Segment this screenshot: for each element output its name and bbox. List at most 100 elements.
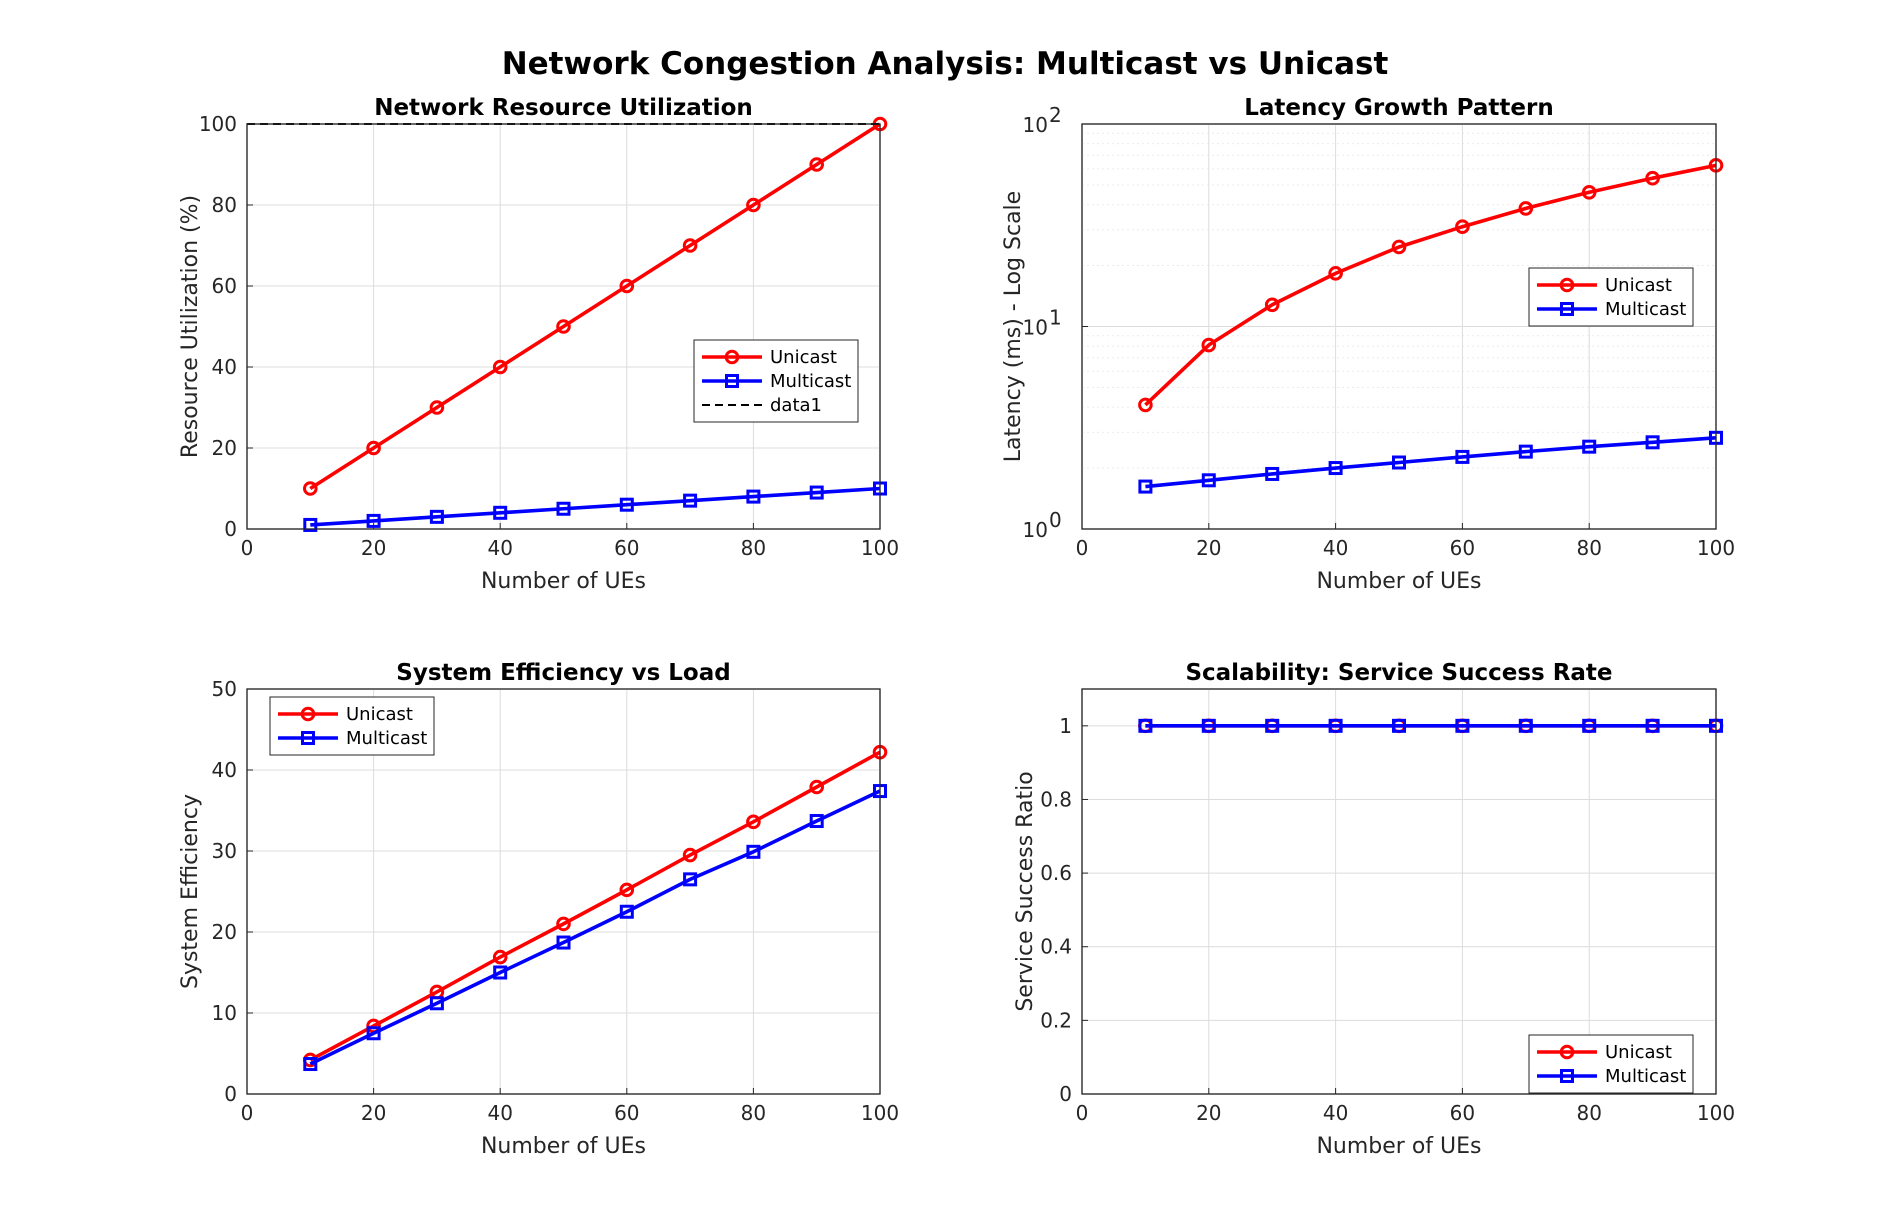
data-point-unicast — [1645, 170, 1660, 186]
y-tick-label: 0 — [224, 1082, 237, 1106]
x-tick-label: 40 — [487, 536, 512, 560]
data-point-multicast — [1392, 455, 1406, 470]
data-point-unicast — [682, 238, 698, 253]
legend-label-multicast: Multicast — [1605, 1066, 1686, 1087]
data-point-unicast — [492, 359, 508, 375]
x-tick-label: 20 — [1196, 1101, 1221, 1125]
data-point-multicast — [1518, 718, 1533, 733]
data-point-multicast — [746, 489, 761, 504]
legend-marker-multicast — [1560, 1069, 1574, 1083]
data-point-multicast — [1265, 466, 1280, 481]
data-point-multicast — [1138, 718, 1153, 733]
plot-area — [1081, 688, 1717, 1095]
legend-label-unicast: Unicast — [1605, 1042, 1672, 1063]
legend: Unicast Multicast — [1528, 267, 1694, 327]
legend-label-unicast: Unicast — [770, 347, 837, 368]
axes-frame — [246, 123, 881, 530]
legend: Unicast Multicast — [269, 696, 435, 756]
series-line-unicast — [1144, 163, 1717, 407]
data-point-unicast — [809, 779, 825, 795]
data-point-multicast — [1201, 718, 1216, 733]
x-tick-label: 60 — [1450, 1101, 1475, 1125]
series-line-unicast — [309, 122, 881, 491]
data-point-unicast — [1264, 297, 1280, 313]
y-tick-label: 40 — [212, 758, 237, 782]
data-point-multicast — [746, 844, 761, 859]
y-tick-label: 50 — [212, 677, 237, 701]
x-axis-label: Number of UEs — [481, 569, 646, 594]
data-point-multicast — [303, 1057, 318, 1072]
series-line-unicast — [309, 750, 881, 1062]
data-point-unicast — [556, 319, 571, 334]
x-tick-label: 100 — [1697, 1101, 1735, 1125]
data-point-multicast — [556, 501, 571, 516]
axes-frame — [1081, 123, 1717, 530]
y-tick-label: 1 — [1059, 714, 1072, 738]
legend: Unicast Multicast — [1528, 1034, 1694, 1094]
data-point-multicast — [809, 814, 824, 829]
data-point-multicast — [366, 1026, 381, 1041]
axes-frame — [1081, 688, 1717, 1095]
data-point-unicast — [746, 197, 761, 213]
y-tick-label: 0 — [1059, 1082, 1072, 1106]
series-line-multicast — [1145, 436, 1717, 489]
data-point-multicast — [1328, 461, 1343, 476]
x-tick-label: 40 — [1323, 1101, 1348, 1125]
subplot-title: Network Resource Utilization — [374, 95, 753, 121]
y-tick-exponent: 2 — [1049, 103, 1062, 127]
x-tick-label: 100 — [861, 536, 899, 560]
legend-label-unicast: Unicast — [346, 704, 413, 725]
y-tick-exponent: 1 — [1049, 306, 1062, 330]
x-tick-label: 80 — [741, 536, 766, 560]
data-point-multicast — [1518, 444, 1533, 459]
data-point-unicast — [1201, 337, 1217, 353]
subplot-4: 0 20 40 60 80 100 0 0.2 0.4 0.6 0.8 1 Scalability: S… — [1013, 660, 1735, 1159]
y-axis-label: Latency (ms) - Log Scale — [1001, 191, 1026, 462]
legend-marker-unicast — [724, 349, 740, 365]
data-point-unicast — [809, 157, 825, 172]
x-tick-label: 0 — [241, 1101, 254, 1125]
y-tick-label: 0.4 — [1040, 935, 1072, 959]
data-point-unicast — [1328, 266, 1343, 281]
axes-frame — [246, 688, 881, 1095]
data-point-multicast — [303, 517, 318, 532]
legend-label-multicast: Multicast — [770, 371, 851, 392]
data-point-multicast — [493, 505, 508, 520]
data-point-multicast — [1645, 435, 1660, 450]
y-tick-label: 10 — [1023, 113, 1048, 137]
legend-label-multicast: Multicast — [346, 728, 427, 749]
figure-title: Network Congestion Analysis: Multicast v… — [502, 46, 1389, 82]
x-tick-label: 0 — [1076, 536, 1089, 560]
legend: Unicast Multicast data1 — [693, 339, 859, 423]
legend-marker-multicast — [1560, 302, 1574, 316]
data-point-multicast — [683, 493, 698, 508]
y-tick-label: 0.6 — [1040, 861, 1072, 885]
data-point-multicast — [1392, 718, 1406, 733]
y-tick-label: 30 — [212, 839, 237, 863]
data-point-multicast — [1201, 473, 1216, 488]
data-point-unicast — [1581, 184, 1597, 200]
x-tick-label: 80 — [1576, 1101, 1601, 1125]
data-point-unicast — [556, 916, 571, 932]
series-line-multicast — [309, 789, 881, 1066]
plot-area — [246, 688, 881, 1095]
legend-label-multicast: Multicast — [1605, 299, 1686, 320]
y-tick-label: 20 — [212, 436, 237, 460]
y-axis-label: Service Success Ratio — [1013, 771, 1038, 1011]
y-tick-label: 10 — [212, 1001, 237, 1025]
x-tick-label: 80 — [1576, 536, 1601, 560]
data-point-multicast — [429, 509, 444, 524]
data-point-multicast — [619, 497, 634, 512]
y-tick-label: 60 — [212, 274, 237, 298]
x-tick-label: 100 — [861, 1101, 899, 1125]
subplot-title: Scalability: Service Success Rate — [1185, 660, 1612, 686]
data-point-multicast — [809, 485, 824, 500]
x-tick-label: 40 — [487, 1101, 512, 1125]
data-point-unicast — [1138, 397, 1153, 413]
data-point-unicast — [1518, 201, 1534, 216]
y-tick-label: 100 — [199, 112, 237, 136]
legend-box — [269, 696, 435, 756]
y-axis-label: Resource Utilization (%) — [178, 195, 203, 458]
